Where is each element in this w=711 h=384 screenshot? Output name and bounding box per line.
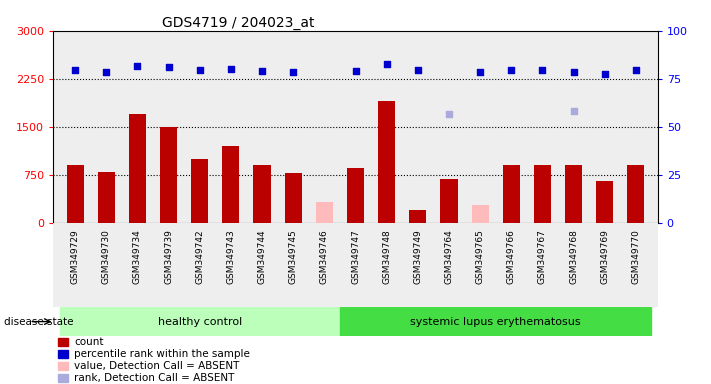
Point	[412, 67, 424, 73]
Text: GSM349734: GSM349734	[133, 230, 142, 284]
Text: percentile rank within the sample: percentile rank within the sample	[75, 349, 250, 359]
Text: GSM349730: GSM349730	[102, 230, 111, 285]
Text: GSM349766: GSM349766	[507, 230, 515, 285]
Text: GSM349769: GSM349769	[600, 230, 609, 285]
Point	[194, 67, 205, 73]
Bar	[440, 179, 457, 223]
Bar	[254, 165, 271, 223]
Text: GSM349743: GSM349743	[226, 230, 235, 284]
Bar	[565, 165, 582, 223]
Text: GSM349746: GSM349746	[320, 230, 329, 284]
Text: rank, Detection Call = ABSENT: rank, Detection Call = ABSENT	[75, 373, 235, 383]
Bar	[129, 114, 146, 223]
Text: systemic lupus erythematosus: systemic lupus erythematosus	[410, 316, 581, 327]
Point	[100, 69, 112, 75]
Point	[568, 69, 579, 75]
Bar	[534, 165, 551, 223]
Bar	[503, 165, 520, 223]
Bar	[340, 307, 651, 336]
Point	[537, 67, 548, 73]
Point	[443, 111, 454, 117]
Bar	[596, 181, 614, 223]
Bar	[60, 307, 340, 336]
Text: GSM349748: GSM349748	[382, 230, 391, 284]
Bar	[58, 362, 68, 370]
Text: GSM349744: GSM349744	[257, 230, 267, 284]
Bar	[97, 172, 115, 223]
Point	[568, 108, 579, 114]
Point	[350, 68, 361, 74]
Point	[257, 68, 268, 74]
Point	[70, 67, 81, 73]
Text: healthy control: healthy control	[158, 316, 242, 327]
Text: GSM349767: GSM349767	[538, 230, 547, 285]
Point	[287, 69, 299, 75]
Bar	[191, 159, 208, 223]
Point	[506, 67, 517, 73]
Bar	[67, 165, 84, 223]
Point	[474, 69, 486, 75]
Text: disease state: disease state	[4, 316, 73, 327]
Point	[163, 64, 174, 70]
Text: GSM349749: GSM349749	[413, 230, 422, 284]
Bar	[627, 165, 644, 223]
Bar	[471, 205, 488, 223]
Text: GSM349745: GSM349745	[289, 230, 298, 284]
Bar	[378, 101, 395, 223]
Point	[225, 66, 237, 72]
Bar	[410, 210, 427, 223]
Bar	[316, 202, 333, 223]
Text: GSM349747: GSM349747	[351, 230, 360, 284]
Text: GSM349768: GSM349768	[569, 230, 578, 285]
Text: GSM349770: GSM349770	[631, 230, 641, 285]
Bar	[347, 168, 364, 223]
Text: GSM349742: GSM349742	[196, 230, 204, 284]
Bar	[58, 374, 68, 382]
Bar	[223, 146, 240, 223]
Point	[630, 67, 641, 73]
Text: GSM349764: GSM349764	[444, 230, 454, 284]
Point	[132, 63, 143, 69]
Text: GSM349739: GSM349739	[164, 230, 173, 285]
Bar	[58, 350, 68, 358]
Text: GSM349729: GSM349729	[70, 230, 80, 284]
Text: count: count	[75, 337, 104, 347]
Point	[381, 61, 392, 67]
Text: GDS4719 / 204023_at: GDS4719 / 204023_at	[162, 16, 314, 30]
Point	[599, 71, 611, 77]
Text: value, Detection Call = ABSENT: value, Detection Call = ABSENT	[75, 361, 240, 371]
Text: GSM349765: GSM349765	[476, 230, 485, 285]
Bar	[58, 338, 68, 346]
Bar	[160, 127, 177, 223]
Bar	[284, 173, 301, 223]
